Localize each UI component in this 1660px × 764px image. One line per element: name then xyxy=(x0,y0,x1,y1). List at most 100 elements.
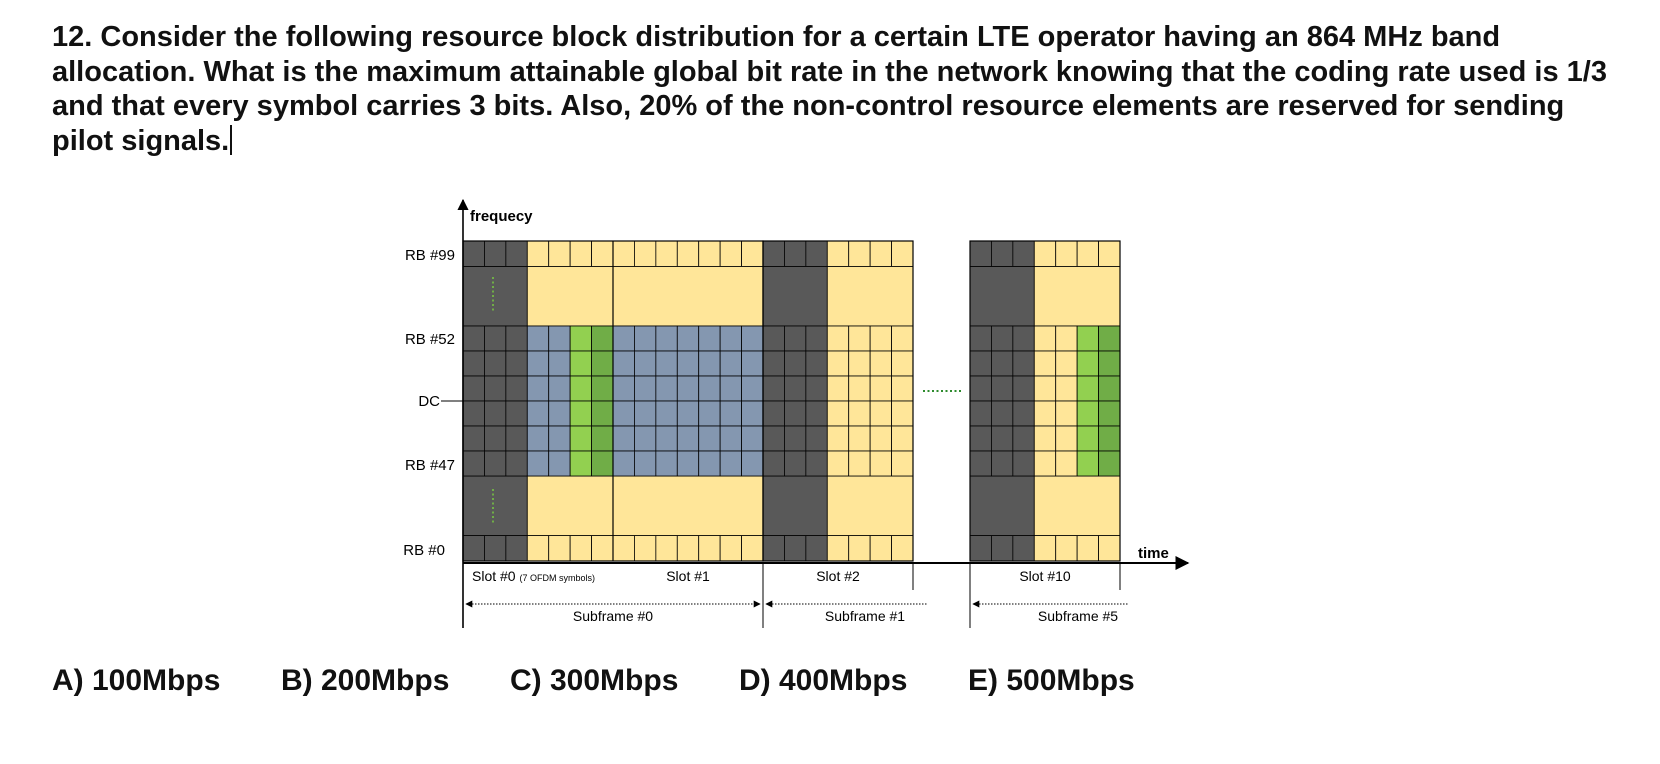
rb-label-52: RB #52 xyxy=(405,331,455,348)
slot2-rb99-cell xyxy=(805,240,828,267)
slot0-mid-cell xyxy=(462,400,485,427)
slot10-mid-cell xyxy=(1033,350,1057,377)
question-body: Consider the following resource block di… xyxy=(52,21,1607,157)
text-cursor xyxy=(230,124,233,155)
slot2-mid-cell xyxy=(784,425,807,452)
slot10-mid-cell xyxy=(1098,400,1121,427)
slot0-mid-cell xyxy=(591,350,614,377)
slot1-mid-cell xyxy=(719,325,742,352)
slot10-mid-cell xyxy=(1033,450,1057,477)
slot10-rb99-cell xyxy=(991,240,1014,267)
slot1-rb99-cell xyxy=(634,240,657,267)
slot0-rb0-cell xyxy=(505,535,528,562)
slot0-mid-cell xyxy=(505,325,528,352)
slot2-rb0-cell xyxy=(784,535,807,562)
slot1-rb99-cell xyxy=(655,240,678,267)
slot10-rb99-cell xyxy=(1012,240,1035,267)
slot0-mid-cell xyxy=(462,375,485,402)
slot10-rb0-cell xyxy=(1012,535,1035,562)
slot0-rb0-cell xyxy=(548,535,571,562)
slot10-mid-cell xyxy=(1076,400,1099,427)
slot0-label: Slot #0 (7 OFDM symbols) xyxy=(472,568,595,584)
time-axis-label: time xyxy=(1138,545,1169,562)
slot0-mid-cell xyxy=(505,425,528,452)
slot1-mid-cell xyxy=(612,425,635,452)
slot2-mid-cell xyxy=(826,450,850,477)
slot10-mid-cell xyxy=(1055,450,1078,477)
slot10-mid-cell xyxy=(1033,375,1057,402)
slot0-lower-gap-data xyxy=(526,475,614,536)
option-d: D) 400Mbps xyxy=(739,664,908,697)
option-a: A) 100Mbps xyxy=(52,664,221,697)
slot1-mid-cell xyxy=(634,325,657,352)
slot0-rb99-cell xyxy=(569,240,592,267)
slot2-mid-cell xyxy=(762,375,785,402)
slot0-mid-cell xyxy=(462,350,485,377)
slot1-mid-cell xyxy=(698,325,721,352)
resource-grid xyxy=(462,240,1121,562)
slot1-rb0-cell xyxy=(698,535,721,562)
slot0-mid-cell xyxy=(591,400,614,427)
slot1-mid-cell xyxy=(676,325,700,352)
slot0-rb99-cell xyxy=(591,240,614,267)
slot2-mid-cell xyxy=(784,400,807,427)
slot0-note: (7 OFDM symbols) xyxy=(519,573,595,583)
slot2-mid-cell xyxy=(869,400,892,427)
slot10-mid-cell xyxy=(969,450,992,477)
slot2-mid-cell xyxy=(784,350,807,377)
slot1-mid-cell xyxy=(676,425,700,452)
slot0-rb0-cell xyxy=(526,535,550,562)
slot0-mid-cell xyxy=(591,375,614,402)
slot2-rb99-cell xyxy=(826,240,850,267)
slot2-mid-cell xyxy=(826,425,850,452)
slot10-mid-cell xyxy=(1012,325,1035,352)
rb-label-99: RB #99 xyxy=(405,247,455,264)
slot10-mid-cell xyxy=(1076,325,1099,352)
slot1-rb0-cell xyxy=(655,535,678,562)
slot1-rb0-cell xyxy=(676,535,700,562)
slot10-mid-cell xyxy=(991,400,1014,427)
slot2-rb0-cell xyxy=(762,535,785,562)
slot10-mid-cell xyxy=(1076,450,1099,477)
slot0-mid-cell xyxy=(548,425,571,452)
slot2-mid-cell xyxy=(891,325,914,352)
slot2-mid-cell xyxy=(848,425,871,452)
slot2-rb0-cell xyxy=(848,535,871,562)
slot0-rb99-cell xyxy=(505,240,528,267)
slot1-mid-cell xyxy=(655,425,678,452)
slot2-mid-cell xyxy=(848,375,871,402)
slot2-rb99-cell xyxy=(891,240,914,267)
slot10-mid-cell xyxy=(1076,425,1099,452)
slot10-mid-cell xyxy=(991,325,1014,352)
slot10-mid-cell xyxy=(969,350,992,377)
slot2-mid-cell xyxy=(826,400,850,427)
slot0-mid-cell xyxy=(569,400,592,427)
slot2-mid-cell xyxy=(805,425,828,452)
slot10-rb0-cell xyxy=(1098,535,1121,562)
slot0-rb0-cell xyxy=(484,535,507,562)
slot10-rb99-cell xyxy=(969,240,992,267)
slot10-mid-cell xyxy=(991,375,1014,402)
slot0-mid-cell xyxy=(591,325,614,352)
slot2-upper-gap-control xyxy=(762,266,828,327)
slot2-mid-cell xyxy=(805,450,828,477)
slot0-mid-cell xyxy=(484,350,507,377)
slot2-mid-cell xyxy=(869,425,892,452)
slot1-mid-cell xyxy=(634,400,657,427)
slot0-mid-cell xyxy=(548,325,571,352)
slot10-mid-cell xyxy=(1012,450,1035,477)
slot1-mid-cell xyxy=(719,400,742,427)
slot1-rb99-cell xyxy=(612,240,635,267)
slot0-rb99-cell xyxy=(548,240,571,267)
slot1-mid-cell xyxy=(634,375,657,402)
slot1-rb99-cell xyxy=(719,240,742,267)
slot10-mid-cell xyxy=(1012,425,1035,452)
slot1-rb99-cell xyxy=(676,240,700,267)
slot1-mid-cell xyxy=(676,450,700,477)
slot1-mid-cell xyxy=(741,450,764,477)
slot0-mid-cell xyxy=(526,325,550,352)
slot0-mid-cell xyxy=(462,325,485,352)
option-e: E) 500Mbps xyxy=(968,664,1135,697)
slot1-mid-cell xyxy=(719,425,742,452)
slot2-mid-cell xyxy=(762,325,785,352)
